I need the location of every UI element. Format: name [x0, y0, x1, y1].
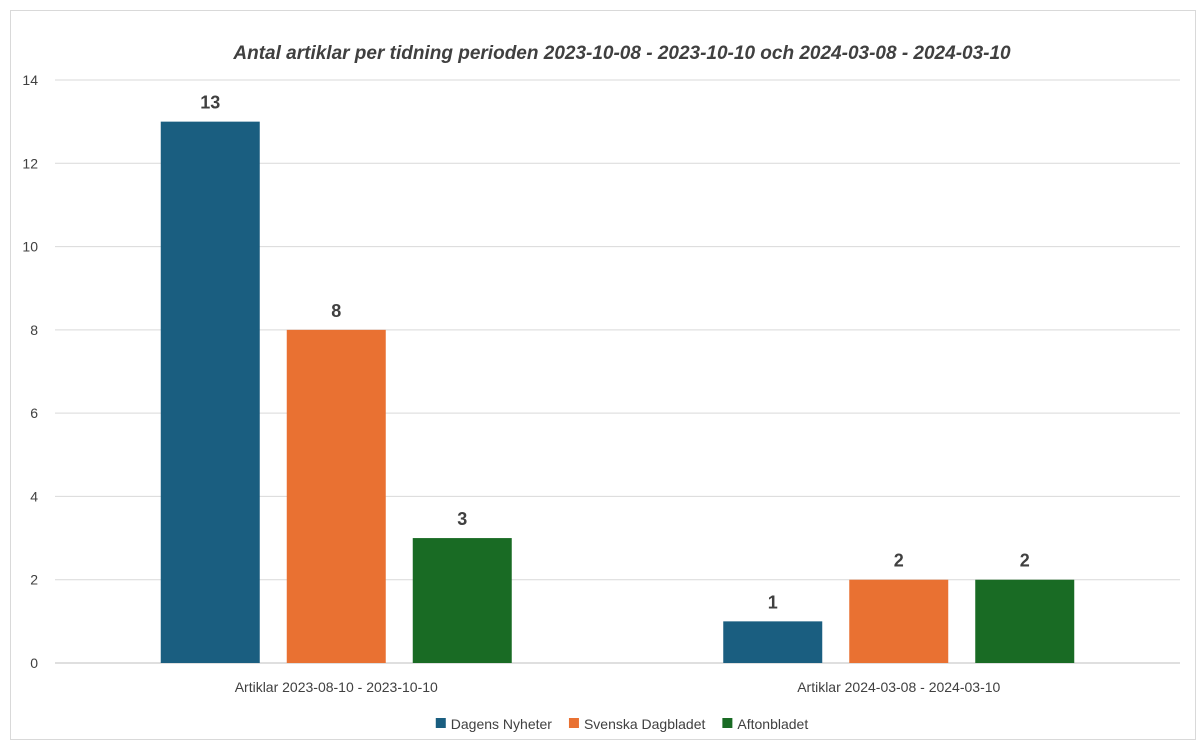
- data-label: 2: [894, 551, 904, 571]
- y-tick-label: 8: [30, 322, 38, 338]
- y-tick-label: 12: [22, 155, 38, 171]
- data-label: 3: [457, 509, 467, 529]
- x-category-label: Artiklar 2024-03-08 - 2024-03-10: [797, 679, 1000, 695]
- legend-swatch: [435, 718, 446, 728]
- bar: [975, 579, 1075, 663]
- legend-swatch: [722, 718, 733, 728]
- data-label: 2: [1020, 551, 1030, 571]
- y-tick-label: 4: [30, 488, 38, 504]
- x-category-label: Artiklar 2023-08-10 - 2023-10-10: [235, 679, 438, 695]
- bar: [412, 538, 512, 663]
- chart-title: Antal artiklar per tidning perioden 2023…: [232, 43, 1011, 64]
- y-tick-label: 2: [30, 572, 38, 588]
- legend-label: Aftonbladet: [737, 716, 808, 732]
- y-axis-ticks: 0 2 4 6 8 10 12 14: [22, 72, 38, 671]
- data-label: 1: [768, 592, 778, 612]
- y-tick-label: 10: [22, 239, 38, 255]
- bars: [160, 121, 1075, 663]
- bar: [723, 621, 823, 663]
- y-tick-label: 6: [30, 405, 38, 421]
- bar: [286, 329, 386, 663]
- legend-label: Dagens Nyheter: [451, 716, 553, 732]
- legend: Dagens Nyheter Svenska Dagbladet Aftonblad…: [435, 716, 808, 732]
- legend-swatch: [568, 718, 579, 728]
- data-label: 8: [331, 301, 341, 321]
- y-tick-label: 0: [30, 655, 38, 671]
- y-tick-label: 14: [22, 72, 38, 88]
- x-axis-categories: Artiklar 2023-08-10 - 2023-10-10 Artiklar…: [235, 679, 1001, 695]
- legend-label: Svenska Dagbladet: [584, 716, 706, 732]
- data-label: 13: [200, 93, 220, 113]
- data-labels: 13 8 3 1 2 2: [200, 93, 1030, 613]
- bar: [849, 579, 949, 663]
- bar: [160, 121, 260, 663]
